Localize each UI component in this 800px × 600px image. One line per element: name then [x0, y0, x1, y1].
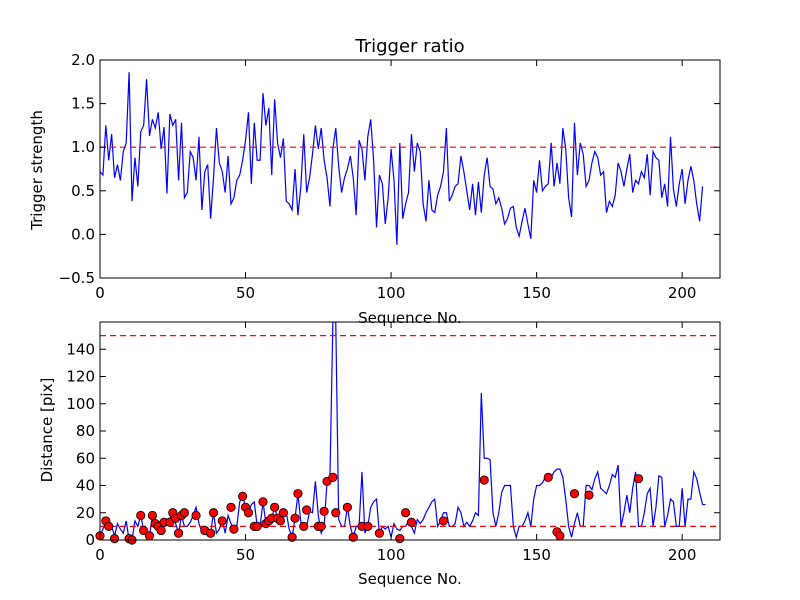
x-tick-label: 50: [236, 546, 255, 564]
data-marker: [299, 521, 309, 531]
y-tick-label: 0.0: [71, 225, 95, 243]
data-marker: [144, 531, 155, 541]
x-tick-label: 50: [236, 284, 255, 302]
data-marker: [104, 521, 114, 531]
data-marker: [569, 489, 580, 499]
x-tick-label: 200: [668, 284, 697, 302]
data-marker: [584, 490, 594, 500]
data-marker: [226, 502, 236, 512]
y-tick-label: 120: [66, 368, 95, 386]
data-marker: [275, 516, 286, 526]
data-marker: [348, 532, 358, 542]
x-tick-label: 200: [668, 546, 697, 564]
x-tick-label: 150: [522, 284, 551, 302]
data-marker: [438, 516, 449, 526]
data-marker: [331, 508, 341, 518]
data-marker: [191, 510, 201, 521]
x-tick-label: 0: [95, 546, 105, 564]
y-tick-label: 20: [76, 504, 95, 522]
data-marker: [156, 525, 166, 536]
chart-title: Trigger ratio: [354, 36, 464, 57]
data-marker: [479, 475, 489, 485]
data-marker: [633, 474, 644, 484]
data-marker: [395, 534, 405, 544]
data-marker: [302, 505, 312, 515]
plot-area: [95, 322, 720, 545]
data-marker: [342, 502, 353, 512]
x-axis-label: Sequence No.: [358, 309, 462, 327]
y-tick-label: −0.5: [59, 269, 95, 287]
y-tick-label: 2.0: [71, 51, 95, 69]
data-marker: [109, 534, 120, 544]
data-marker: [401, 508, 411, 518]
x-tick-label: 100: [377, 284, 406, 302]
plot-area: [100, 72, 720, 245]
data-marker: [258, 497, 268, 507]
x-axis-label: Sequence No.: [358, 570, 462, 588]
data-marker: [363, 521, 373, 531]
data-marker: [406, 517, 417, 527]
data-marker: [179, 508, 190, 518]
y-tick-label: 1.5: [71, 95, 95, 113]
y-axis-label: Distance [pix]: [38, 378, 56, 483]
trigger-ratio-panel: Trigger ratio 0 50 100 150 200 −0.5 0.0 0.5 1.0 1…: [28, 36, 721, 327]
y-tick-label: 100: [66, 395, 95, 413]
tick-layer: 0 50 100 150 200 0 20 40 60 80 100 120 140: [66, 322, 720, 564]
data-marker: [173, 528, 184, 538]
data-marker: [136, 510, 146, 521]
y-tick-label: 0: [85, 531, 95, 549]
distance-panel: 0 50 100 150 200 0 20 40 60 80 100 120 140 Sequence …: [38, 321, 721, 588]
data-marker: [229, 524, 239, 534]
tick-layer: 0 50 100 150 200 −0.5 0.0 0.5 1.0 1.5 2.0: [59, 51, 720, 302]
data-marker: [217, 516, 227, 526]
y-tick-label: 140: [66, 340, 95, 358]
axes-frame: [99, 321, 721, 541]
data-marker: [206, 528, 216, 538]
data-marker: [290, 513, 300, 523]
data-marker: [293, 489, 303, 499]
y-tick-label: 60: [76, 449, 95, 467]
data-marker: [270, 502, 280, 512]
y-tick-label: 1.0: [71, 138, 95, 156]
data-marker: [543, 472, 553, 482]
x-tick-label: 150: [522, 546, 551, 564]
data-marker: [555, 531, 565, 541]
axes-frame: [99, 59, 721, 279]
y-tick-label: 80: [76, 422, 95, 440]
clipped-marks: [100, 72, 720, 245]
x-tick-label: 100: [377, 546, 406, 564]
y-axis-label: Trigger strength: [28, 110, 46, 231]
x-tick-label: 0: [95, 284, 105, 302]
data-marker: [374, 528, 385, 538]
data-marker: [238, 491, 248, 501]
y-tick-label: 0.5: [71, 182, 95, 200]
data-marker: [278, 508, 288, 518]
data-marker: [287, 532, 297, 542]
data-marker: [328, 472, 338, 482]
data-marker: [319, 506, 329, 516]
data-marker: [147, 510, 157, 521]
series-line: [100, 72, 704, 245]
data-marker: [208, 508, 219, 518]
data-marker: [243, 508, 254, 518]
y-tick-label: 40: [76, 477, 95, 495]
data-marker: [139, 525, 149, 536]
data-marker: [316, 521, 326, 531]
data-marker: [252, 521, 262, 531]
